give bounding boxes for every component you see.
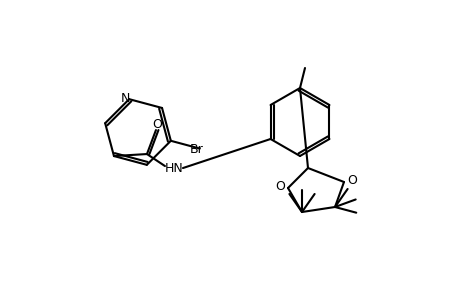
Text: Br: Br (190, 143, 203, 156)
Text: O: O (274, 181, 284, 194)
Text: HN: HN (164, 161, 183, 175)
Text: N: N (120, 92, 129, 105)
Text: O: O (346, 175, 356, 188)
Text: O: O (151, 118, 162, 130)
